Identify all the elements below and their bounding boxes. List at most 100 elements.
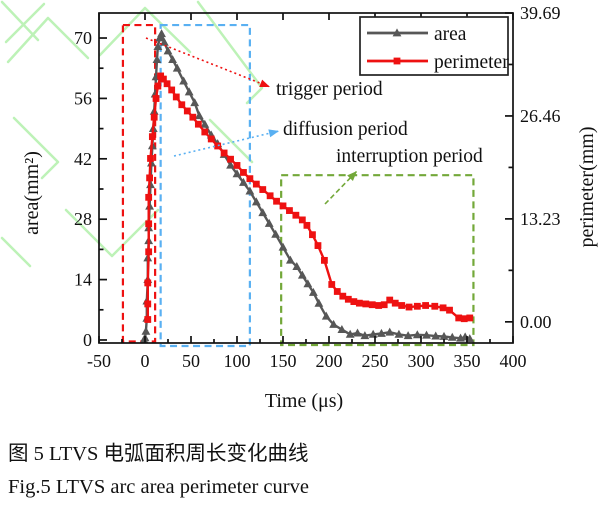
tick-label: 200 xyxy=(316,351,343,371)
legend-label-perimeter: perimeter xyxy=(434,52,509,73)
perimeter-marker xyxy=(439,304,447,312)
area-marker xyxy=(157,29,166,38)
perimeter-marker xyxy=(178,101,186,109)
perimeter-marker xyxy=(252,180,260,188)
area-marker xyxy=(360,331,370,340)
area-marker xyxy=(439,331,449,340)
tick-label: 250 xyxy=(362,351,389,371)
area-marker xyxy=(232,169,242,178)
area-series xyxy=(139,29,475,344)
area-marker xyxy=(297,270,307,279)
perimeter-marker xyxy=(339,292,347,300)
perimeter-marker xyxy=(413,302,421,310)
annotation-interruption-period: interruption period xyxy=(336,146,483,167)
perimeter-marker xyxy=(144,300,152,308)
watermark-stroke xyxy=(196,0,264,105)
tick-label: 150 xyxy=(270,351,297,371)
perimeter-marker xyxy=(214,142,222,150)
perimeter-marker xyxy=(368,301,376,309)
left-axis-title: area(mm²) xyxy=(21,151,43,235)
area-marker xyxy=(264,218,274,227)
tick-label: 300 xyxy=(408,351,435,371)
watermark-stroke xyxy=(0,0,40,42)
area-marker xyxy=(226,160,235,169)
tick-label: 0.00 xyxy=(520,312,552,332)
tick-label: 100 xyxy=(224,351,251,371)
area-marker xyxy=(159,37,169,46)
area-marker xyxy=(412,330,422,339)
perimeter-marker xyxy=(194,120,202,128)
area-marker xyxy=(329,319,338,328)
watermark-stroke xyxy=(98,6,192,57)
area-marker xyxy=(292,262,302,271)
watermark-stroke xyxy=(0,236,32,268)
legend-frame xyxy=(359,16,509,76)
perimeter-marker xyxy=(146,174,153,182)
area-marker xyxy=(368,329,378,338)
caption-en: Fig.5 LTVS arc area perimeter curve xyxy=(8,476,309,498)
perimeter-marker xyxy=(154,82,162,90)
area-marker xyxy=(337,325,347,334)
area-marker xyxy=(179,76,189,85)
area-marker xyxy=(153,42,163,51)
interruption-period-box xyxy=(280,174,475,347)
figure-captions: 图 5 LTVS 电弧面积周长变化曲线 Fig.5 LTVS arc area … xyxy=(8,438,598,504)
perimeter-marker xyxy=(150,113,158,121)
perimeter-marker xyxy=(266,192,274,200)
area-marker xyxy=(251,197,261,206)
perimeter-marker xyxy=(259,186,267,193)
perimeter-marker xyxy=(172,93,180,101)
perimeter-marker xyxy=(422,302,429,309)
perimeter-marker xyxy=(145,248,153,256)
perimeter-marker xyxy=(227,155,234,163)
caption-zh: 图 5 LTVS 电弧面积周长变化曲线 xyxy=(8,443,309,465)
area-marker xyxy=(385,327,395,336)
area-marker xyxy=(403,331,413,340)
perimeter-marker xyxy=(286,207,293,214)
tick-label: 400 xyxy=(500,351,527,371)
tick-label: 56 xyxy=(74,88,92,108)
area-marker xyxy=(285,255,295,264)
legend-label-area: area xyxy=(434,24,467,45)
area-marker xyxy=(422,330,431,339)
perimeter-marker xyxy=(386,296,394,304)
perimeter-series xyxy=(144,72,474,323)
area-marker xyxy=(258,208,268,217)
area-marker xyxy=(155,33,165,42)
perimeter-marker xyxy=(246,175,254,183)
perimeter-marker xyxy=(362,300,370,308)
perimeter-marker xyxy=(145,220,153,228)
watermark-stroke xyxy=(12,116,60,180)
diffusion-period-box xyxy=(159,23,251,348)
area-marker xyxy=(194,111,204,120)
tick-label: 350 xyxy=(454,351,481,371)
tick-label: 42 xyxy=(74,149,92,169)
perimeter-marker xyxy=(405,303,413,311)
tick-labels: -50 0 50 100 150 200 250 300 350 400014284256700.… xyxy=(74,3,561,371)
watermark-stroke xyxy=(208,118,254,164)
chart: -50 0 50 100 150 200 250 300 350 400014284256700.… xyxy=(0,0,598,412)
x-axis-title: Time (μs) xyxy=(265,390,343,412)
area-marker xyxy=(345,329,355,338)
perimeter-marker xyxy=(431,302,439,310)
area-marker xyxy=(314,298,324,307)
perimeter-marker xyxy=(344,295,352,303)
perimeter-marker xyxy=(144,279,152,287)
area-marker xyxy=(447,332,457,341)
axes xyxy=(98,12,514,344)
perimeter-marker xyxy=(321,256,328,264)
perimeter-marker xyxy=(466,314,474,322)
right-axis-title: perimeter(mm) xyxy=(576,126,598,247)
perimeter-marker xyxy=(145,193,153,201)
perimeter-marker xyxy=(201,128,209,136)
tick-label: 13.23 xyxy=(520,209,561,229)
perimeter-marker xyxy=(446,306,453,314)
legend-perimeter-marker xyxy=(393,57,401,65)
perimeter-marker xyxy=(375,302,383,309)
watermark xyxy=(0,0,264,268)
area-marker xyxy=(278,242,288,251)
perimeter-marker xyxy=(303,221,311,229)
area-marker xyxy=(377,328,386,337)
perimeter-marker xyxy=(160,75,167,83)
